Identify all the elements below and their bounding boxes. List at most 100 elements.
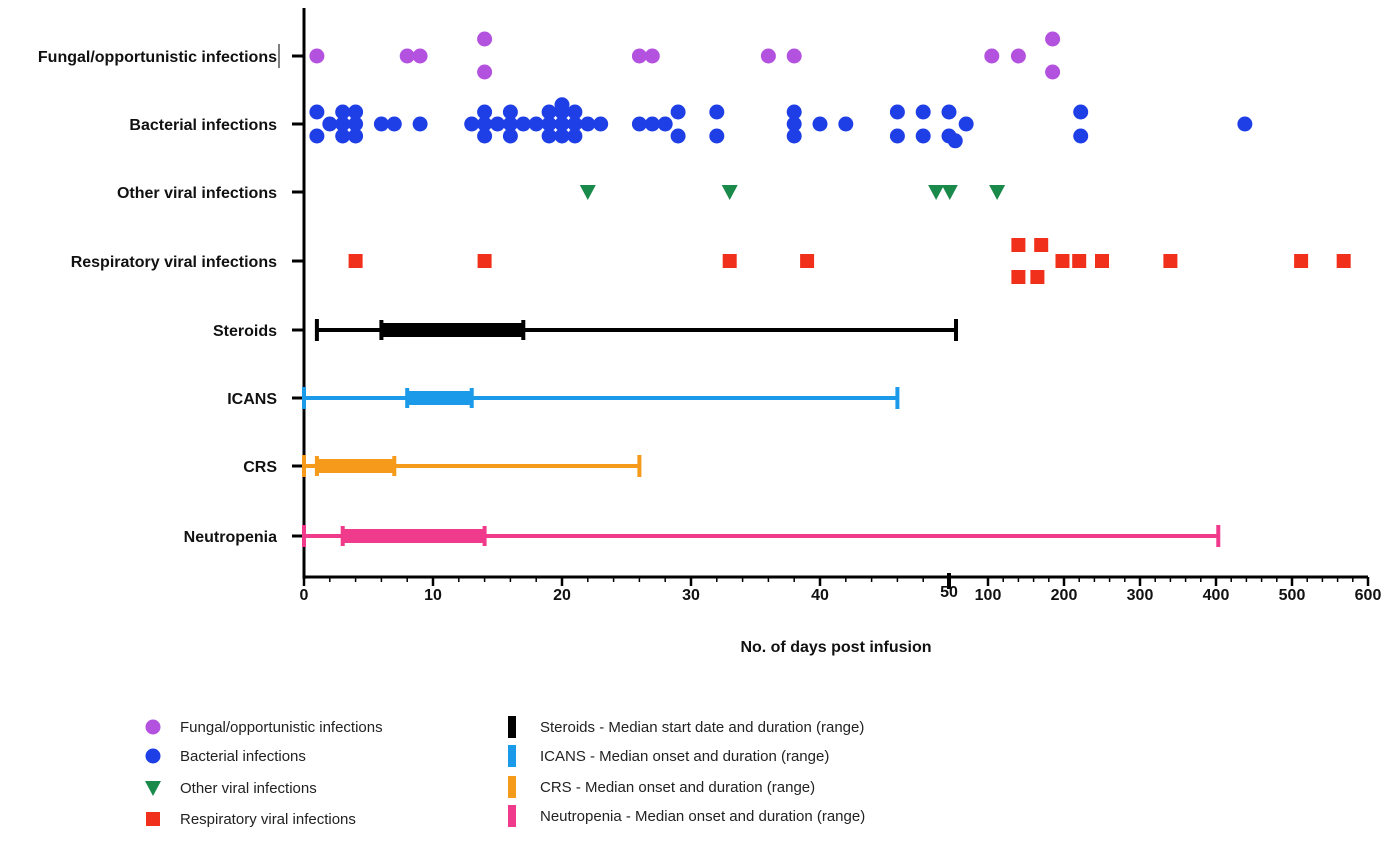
data-point — [567, 104, 583, 120]
category-label: ICANS — [227, 391, 277, 408]
data-point — [541, 104, 557, 120]
data-point — [477, 104, 493, 120]
x-axis-title: No. of days post infusion — [740, 639, 931, 656]
data-point — [399, 48, 415, 64]
data-point — [477, 254, 492, 268]
data-point — [490, 116, 505, 132]
data-point — [760, 48, 776, 64]
x-tick-label: 400 — [1203, 587, 1230, 604]
data-point — [1072, 254, 1087, 268]
data-point — [644, 116, 660, 132]
data-point — [631, 116, 647, 132]
legend-marker — [146, 812, 160, 826]
series-respiratory-viral-infections — [348, 238, 1351, 284]
data-point — [941, 185, 958, 200]
median-box — [407, 391, 472, 405]
series-other-viral-infections — [579, 185, 1006, 200]
x-tick-label: 30 — [682, 587, 700, 604]
data-point — [309, 48, 325, 64]
x-tick-label: 200 — [1051, 587, 1078, 604]
range-bar-icans — [302, 387, 900, 409]
legend-marker — [508, 776, 516, 798]
range-bar-neutropenia — [302, 525, 1221, 547]
data-point — [335, 104, 351, 120]
category-label: Neutropenia — [184, 529, 277, 546]
legend-item: CRS - Median onset and duration (range) — [508, 776, 815, 798]
data-point — [786, 48, 802, 64]
data-point — [1073, 128, 1089, 144]
legend-item: Fungal/opportunistic infections — [145, 719, 383, 736]
range-bar-crs — [302, 455, 642, 477]
data-point — [464, 116, 480, 132]
legend-label: Respiratory viral infections — [180, 811, 356, 828]
legend-marker — [145, 748, 161, 764]
data-point — [709, 104, 725, 120]
data-point — [309, 128, 325, 144]
category-label: Fungal/opportunistic infections — [38, 49, 277, 66]
legend-label: Other viral infections — [180, 780, 317, 797]
data-point — [554, 128, 570, 144]
legend-marker — [508, 805, 516, 827]
axes — [292, 8, 1370, 589]
legend-marker — [508, 716, 516, 738]
data-point — [502, 116, 518, 132]
data-point — [670, 128, 686, 144]
data-point — [958, 116, 974, 132]
data-point — [554, 116, 570, 132]
data-point — [1336, 254, 1351, 268]
data-point — [1030, 270, 1045, 284]
legend-item: ICANS - Median onset and duration (range… — [508, 745, 829, 767]
series-bacterial-infections — [309, 97, 1253, 149]
data-point — [1011, 270, 1026, 284]
x-tick-label: 100 — [975, 587, 1002, 604]
legend-label: Neutropenia - Median onset and duration … — [540, 808, 865, 825]
data-point — [915, 104, 931, 120]
data-point — [889, 104, 905, 120]
data-point — [709, 128, 725, 144]
data-point — [989, 185, 1006, 200]
data-point — [1011, 238, 1026, 252]
data-point — [541, 116, 557, 132]
data-point — [477, 116, 493, 132]
data-point — [984, 48, 1000, 64]
x-tick-label: 40 — [811, 587, 829, 604]
data-point — [838, 116, 854, 132]
legend-item: Bacterial infections — [145, 748, 306, 765]
data-point — [373, 116, 389, 132]
legend-item: Respiratory viral infections — [146, 811, 356, 828]
x-tick-label: 300 — [1127, 587, 1154, 604]
data-point — [1045, 64, 1061, 80]
data-point — [1095, 254, 1109, 268]
data-point — [915, 128, 931, 144]
data-point — [593, 116, 609, 132]
data-point — [1010, 48, 1026, 64]
data-point — [515, 116, 531, 132]
data-point — [670, 104, 686, 120]
category-label: CRS — [243, 459, 277, 476]
data-point — [644, 48, 660, 64]
legend-marker — [145, 719, 161, 735]
legend-marker — [508, 745, 516, 767]
data-point — [567, 128, 583, 144]
data-point — [477, 128, 493, 144]
legend: Fungal/opportunistic infections Bacterial… — [145, 716, 865, 828]
legend-label: CRS - Median onset and duration (range) — [540, 779, 815, 796]
x-tick-label: 50 — [940, 584, 958, 601]
data-point — [502, 128, 518, 144]
data-point — [947, 133, 963, 149]
range-bars — [302, 319, 1221, 547]
category-label: Respiratory viral infections — [71, 254, 277, 271]
data-point — [1055, 254, 1070, 268]
data-point — [721, 185, 738, 200]
data-point — [1237, 116, 1253, 132]
data-point — [502, 104, 518, 120]
data-point — [348, 116, 364, 132]
median-box — [381, 323, 524, 337]
legend-label: Bacterial infections — [180, 748, 306, 765]
data-point — [477, 31, 493, 47]
data-point — [412, 48, 428, 64]
legend-item: Neutropenia - Median onset and duration … — [508, 805, 865, 827]
data-point — [631, 48, 647, 64]
legend-label: Fungal/opportunistic infections — [180, 719, 383, 736]
